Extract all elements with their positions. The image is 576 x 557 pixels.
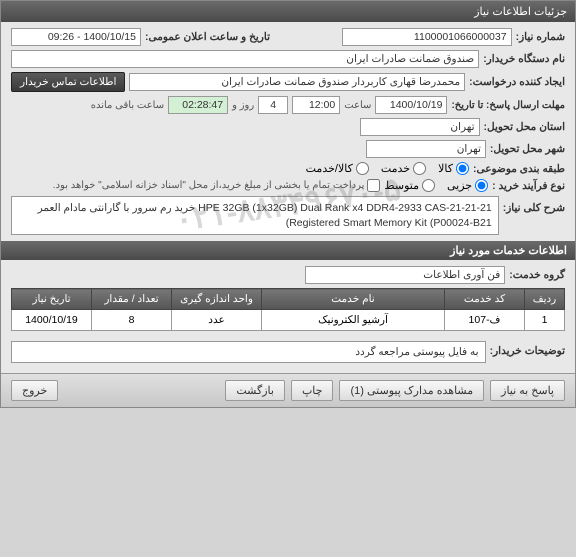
buyer-notes-field: به فایل پیوستی مراجعه گردد — [11, 341, 486, 363]
radio-service-label: خدمت — [381, 162, 410, 175]
table-cell: ف-107 — [445, 310, 525, 331]
col-name: نام خدمت — [262, 289, 445, 310]
public-datetime-label: تاریخ و ساعت اعلان عمومی: — [145, 31, 270, 43]
process-label: نوع فرآیند خرید : — [492, 180, 565, 192]
buyer-label: نام دستگاه خریدار: — [483, 53, 565, 65]
public-datetime-field: 1400/10/15 - 09:26 — [11, 28, 141, 46]
remaining-time-field: 02:28:47 — [168, 96, 228, 114]
col-code: کد خدمت — [445, 289, 525, 310]
time-label-1: ساعت — [344, 100, 371, 111]
radio-partial-label: جزیی — [447, 179, 472, 192]
creator-field: محمدرضا قهاری کاربردار صندوق ضمانت صادرا… — [129, 73, 465, 91]
radio-both[interactable]: کالا/خدمت — [306, 162, 369, 175]
radio-partial-input[interactable] — [475, 179, 488, 192]
buyer-notes-label: توضیحات خریدار: — [490, 345, 565, 357]
table-header-row: ردیف کد خدمت نام خدمت واحد اندازه گیری ت… — [12, 289, 565, 310]
days-label: روز و — [232, 100, 254, 111]
radio-kala-input[interactable] — [456, 162, 469, 175]
window-titlebar: جزئیات اطلاعات نیاز — [1, 1, 575, 22]
service-group-label: گروه خدمت: — [509, 269, 565, 281]
window-title: جزئیات اطلاعات نیاز — [474, 6, 567, 18]
contact-buyer-button[interactable]: اطلاعات تماس خریدار — [11, 72, 125, 92]
services-table: ردیف کد خدمت نام خدمت واحد اندازه گیری ت… — [11, 288, 565, 331]
province-field: تهران — [360, 118, 480, 136]
service-group-field: فن آوری اطلاعات — [305, 266, 505, 284]
col-qty: تعداد / مقدار — [92, 289, 172, 310]
title-field: خرید رم سرور با گارانتی مادام العمر HPE … — [11, 196, 499, 235]
province-label: استان محل تحویل: — [484, 121, 565, 133]
back-button[interactable]: بازگشت — [225, 380, 285, 401]
respond-button[interactable]: پاسخ به نیاز — [490, 380, 565, 401]
deadline-label: مهلت ارسال پاسخ: تا تاریخ: — [451, 100, 565, 111]
content-area: شماره نیاز: 1100001066000037 تاریخ و ساع… — [1, 22, 575, 373]
creator-label: ایجاد کننده درخواست: — [469, 76, 565, 88]
deadline-date-field: 1400/10/19 — [375, 96, 447, 114]
table-row[interactable]: 1ف-107آرشیو الکترونیکعدد81400/10/19 — [12, 310, 565, 331]
req-number-field: 1100001066000037 — [342, 28, 512, 46]
payment-note-input[interactable] — [367, 179, 380, 192]
remaining-label: ساعت باقی مانده — [91, 100, 164, 111]
payment-note-checkbox[interactable]: پرداخت تمام یا بخشی از مبلغ خرید،از محل … — [53, 179, 381, 192]
radio-service[interactable]: خدمت — [381, 162, 426, 175]
radio-both-input[interactable] — [356, 162, 369, 175]
table-cell: عدد — [172, 310, 262, 331]
city-label: شهر محل تحویل: — [490, 143, 565, 155]
radio-kala[interactable]: کالا — [438, 162, 469, 175]
exit-button[interactable]: خروج — [11, 380, 58, 401]
subject-type-group: کالا خدمت کالا/خدمت — [306, 162, 469, 175]
attachments-button[interactable]: مشاهده مدارک پیوستی (1) — [339, 380, 484, 401]
deadline-time-field: 12:00 — [292, 96, 340, 114]
title-label: شرح کلی نیاز: — [503, 202, 565, 214]
main-window: جزئیات اطلاعات نیاز شماره نیاز: 11000010… — [0, 0, 576, 408]
buyer-field: صندوق ضمانت صادرات ایران — [11, 50, 479, 68]
radio-partial[interactable]: جزیی — [447, 179, 488, 192]
radio-both-label: کالا/خدمت — [306, 162, 353, 175]
payment-note-label: پرداخت تمام یا بخشی از مبلغ خرید،از محل … — [53, 180, 365, 191]
col-row: ردیف — [525, 289, 565, 310]
services-section-header: اطلاعات خدمات مورد نیاز — [1, 241, 575, 260]
col-date: تاریخ نیاز — [12, 289, 92, 310]
subject-type-label: طبقه بندی موضوعی: — [473, 163, 565, 175]
footer-bar: پاسخ به نیاز مشاهده مدارک پیوستی (1) چاپ… — [1, 373, 575, 407]
days-field: 4 — [258, 96, 288, 114]
radio-medium-label: متوسط — [384, 179, 419, 192]
req-number-label: شماره نیاز: — [516, 31, 565, 43]
city-field: تهران — [366, 140, 486, 158]
col-unit: واحد اندازه گیری — [172, 289, 262, 310]
table-cell: آرشیو الکترونیک — [262, 310, 445, 331]
print-button[interactable]: چاپ — [291, 380, 334, 401]
radio-medium-input[interactable] — [422, 179, 435, 192]
radio-kala-label: کالا — [438, 162, 453, 175]
table-cell: 8 — [92, 310, 172, 331]
radio-medium[interactable]: متوسط — [384, 179, 435, 192]
process-group: جزیی متوسط — [384, 179, 488, 192]
table-cell: 1400/10/19 — [12, 310, 92, 331]
table-cell: 1 — [525, 310, 565, 331]
radio-service-input[interactable] — [413, 162, 426, 175]
